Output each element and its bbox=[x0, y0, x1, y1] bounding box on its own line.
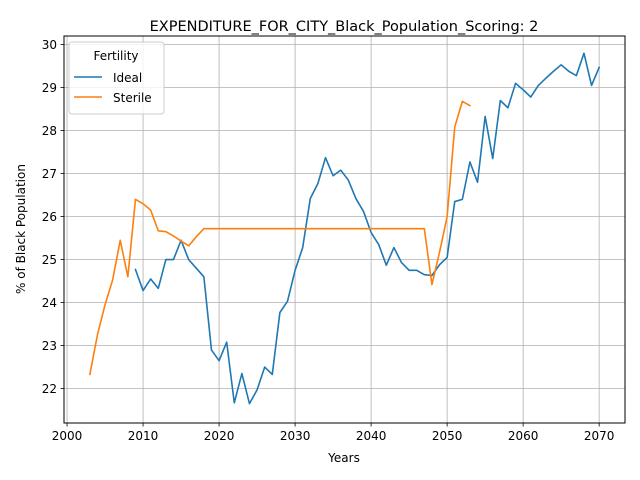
x-tick-label: 2050 bbox=[432, 429, 463, 443]
plot-frame bbox=[63, 35, 626, 424]
x-tick-label: 2010 bbox=[128, 429, 159, 443]
series-lines bbox=[88, 52, 601, 405]
legend: Fertility Ideal Sterile bbox=[68, 41, 165, 115]
x-axis-ticks: 2000 2010 2020 2030 2040 2050 2060 2070 bbox=[52, 423, 615, 443]
x-axis-label: Years bbox=[327, 451, 360, 465]
x-tick-label: 2060 bbox=[508, 429, 539, 443]
x-tick-label: 2040 bbox=[356, 429, 387, 443]
series-line-sterile bbox=[88, 100, 472, 376]
x-tick-label: 2030 bbox=[280, 429, 311, 443]
x-tick-label: 2020 bbox=[204, 429, 235, 443]
y-axis-label: % of Black Population bbox=[14, 164, 28, 294]
x-tick-label: 2000 bbox=[52, 429, 83, 443]
legend-label-sterile: Sterile bbox=[113, 91, 152, 105]
legend-title: Fertility bbox=[93, 49, 138, 63]
y-axis-ticks: 22 23 24 25 26 27 28 29 30 bbox=[42, 38, 64, 396]
y-tick-label: 25 bbox=[42, 253, 57, 267]
y-tick-label: 23 bbox=[42, 339, 57, 353]
x-tick-label: 2070 bbox=[584, 429, 615, 443]
y-tick-label: 27 bbox=[42, 167, 57, 181]
y-tick-label: 29 bbox=[42, 81, 57, 95]
legend-label-ideal: Ideal bbox=[113, 71, 142, 85]
legend-box bbox=[68, 41, 165, 115]
gridlines bbox=[64, 36, 625, 423]
y-tick-label: 28 bbox=[42, 124, 57, 138]
y-tick-label: 24 bbox=[42, 296, 57, 310]
y-tick-label: 30 bbox=[42, 38, 57, 52]
series-line-ideal bbox=[134, 52, 601, 405]
chart-title: EXPENDITURE_FOR_CITY_Black_Population_Sc… bbox=[150, 19, 539, 35]
y-tick-label: 22 bbox=[42, 382, 57, 396]
y-tick-label: 26 bbox=[42, 210, 57, 224]
